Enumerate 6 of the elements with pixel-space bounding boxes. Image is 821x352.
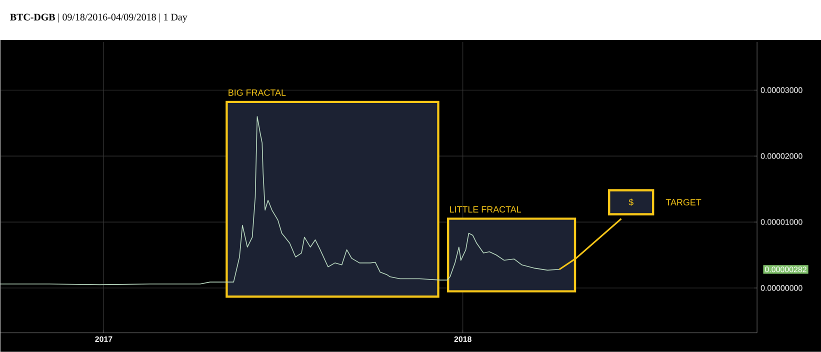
- annotation: TARGET: [666, 199, 702, 206]
- annotation: $: [628, 198, 634, 206]
- band-label: BIG FRACTAL: [228, 90, 286, 96]
- band-label: LITTLE FRACTAL: [450, 206, 522, 213]
- line-series: [0, 116, 560, 286]
- chart-title: BTC-DGB | 09/18/2016-04/09/2018 | 1 Day: [10, 14, 188, 23]
